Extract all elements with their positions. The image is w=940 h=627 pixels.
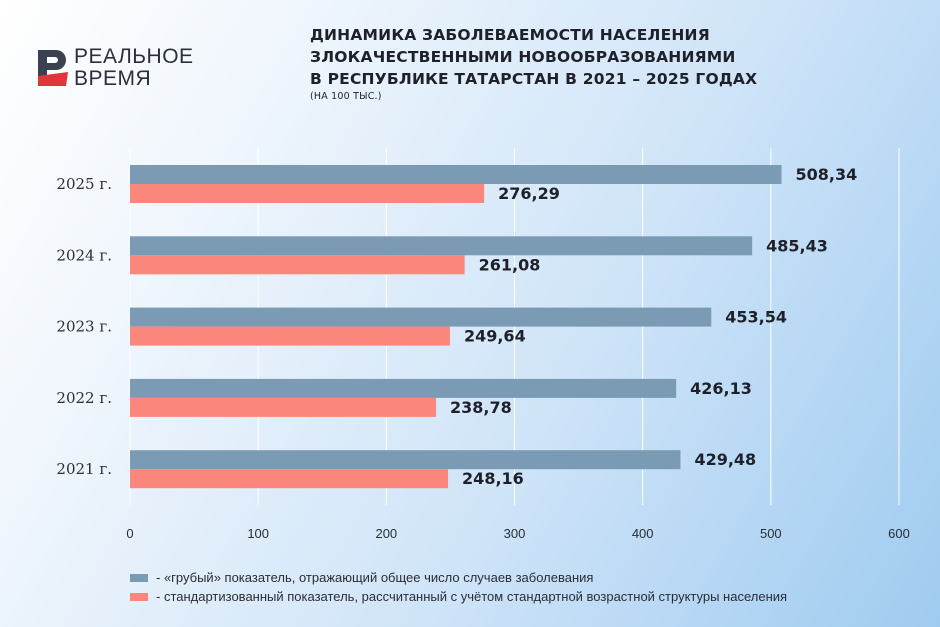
title-line: ДИНАМИКА ЗАБОЛЕВАЕМОСТИ НАСЕЛЕНИЯ [310, 26, 710, 44]
legend-swatch [130, 592, 148, 601]
logo: РЕАЛЬНОЕ ВРЕМЯ [38, 46, 194, 90]
data-label: 249,64 [464, 327, 526, 346]
x-tick-label: 300 [504, 526, 526, 541]
legend-swatch [130, 573, 148, 582]
logo-mark-icon [38, 50, 68, 86]
data-label: 276,29 [498, 184, 560, 203]
legend: - «грубый» показатель, отражающий общее … [130, 568, 787, 606]
title-line: ЗЛОКАЧЕСТВЕННЫМИ НОВООБРАЗОВАНИЯМИ [310, 48, 736, 66]
bar [130, 165, 782, 184]
x-tick-label: 0 [126, 526, 133, 541]
x-tick-label: 400 [632, 526, 654, 541]
legend-item-raw: - «грубый» показатель, отражающий общее … [130, 568, 787, 587]
legend-label: - стандартизованный показатель, рассчита… [156, 589, 788, 604]
bar [130, 236, 753, 256]
category-label: 2025 г. [56, 175, 112, 193]
legend-item-standardized: - стандартизованный показатель, рассчита… [130, 587, 787, 606]
data-label: 426,13 [690, 379, 752, 398]
category-label: 2023 г. [56, 318, 112, 336]
bar [130, 378, 677, 398]
bar [130, 397, 437, 417]
bar [130, 255, 465, 275]
logo-line2: ВРЕМЯ [74, 67, 152, 90]
bar [130, 307, 712, 327]
title-line: В РЕСПУБЛИКЕ ТАТАРСТАН В 2021 – 2025 ГОД… [310, 70, 758, 88]
bar [130, 450, 681, 470]
data-label: 248,16 [462, 469, 524, 488]
x-tick-label: 600 [888, 526, 910, 541]
data-label: 261,08 [479, 255, 541, 274]
logo-line1: РЕАЛЬНОЕ [74, 45, 194, 68]
category-label: 2024 г. [56, 246, 112, 264]
chart-subtitle: (НА 100 ТЫС.) [310, 91, 382, 102]
data-label: 238,78 [450, 398, 512, 417]
legend-label: - «грубый» показатель, отражающий общее … [156, 570, 594, 585]
bar [130, 469, 449, 489]
data-label: 485,43 [766, 236, 828, 255]
category-label: 2021 г. [56, 460, 112, 478]
x-tick-label: 500 [760, 526, 782, 541]
bar [130, 184, 485, 203]
category-label: 2022 г. [56, 389, 112, 407]
x-tick-label: 100 [247, 526, 269, 541]
bar [130, 326, 450, 346]
data-label: 508,34 [796, 165, 858, 184]
chart-title: ДИНАМИКА ЗАБОЛЕВАЕМОСТИ НАСЕЛЕНИЯ ЗЛОКАЧ… [310, 24, 757, 104]
data-label: 453,54 [725, 308, 787, 327]
x-tick-label: 200 [375, 526, 397, 541]
data-label: 429,48 [694, 450, 756, 469]
